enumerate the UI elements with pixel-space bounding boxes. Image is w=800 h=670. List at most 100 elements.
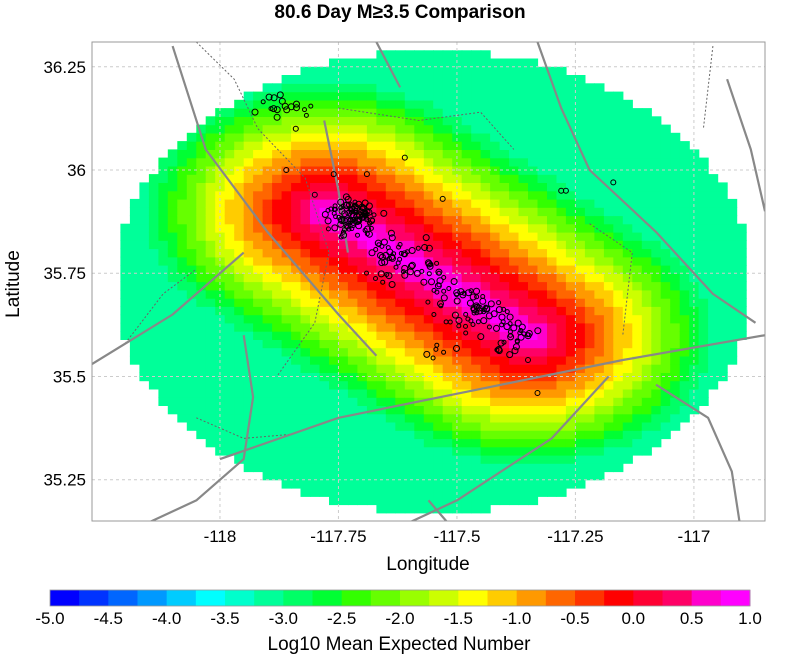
heatmap-cell (679, 388, 690, 398)
heatmap-cell (679, 314, 690, 324)
boundary-line (196, 417, 292, 439)
heatmap-cell (414, 289, 425, 299)
heatmap-cell (528, 182, 539, 192)
heatmap-cell (139, 231, 150, 241)
heatmap-cell (120, 273, 131, 283)
heatmap-cell (670, 331, 681, 340)
earthquake-marker (388, 281, 396, 288)
heatmap-cell (357, 413, 368, 423)
heatmap-cell (461, 273, 472, 283)
heatmap-cell (338, 265, 349, 274)
heatmap-cell (385, 248, 396, 258)
heatmap-cell (414, 347, 425, 357)
heatmap (120, 50, 747, 514)
heatmap-cell (395, 108, 406, 117)
heatmap-cell (167, 157, 178, 167)
heatmap-cell (698, 182, 709, 192)
heatmap-cell (565, 446, 576, 456)
heatmap-cell (234, 446, 245, 456)
heatmap-cell (376, 198, 387, 208)
heatmap-cell (347, 438, 358, 448)
heatmap-cell (423, 405, 434, 415)
heatmap-cell (603, 174, 614, 183)
heatmap-cell (281, 364, 292, 373)
heatmap-cell (575, 124, 586, 134)
heatmap-cell (129, 298, 140, 307)
heatmap-cell (632, 149, 643, 159)
heatmap-cell (499, 91, 510, 101)
heatmap-cell (613, 306, 624, 316)
heatmap-cell (310, 116, 321, 126)
heatmap-cell (603, 438, 614, 448)
heatmap-cell (300, 231, 311, 241)
earthquake-marker (378, 253, 386, 261)
heatmap-cell (281, 157, 292, 167)
heatmap-cell (499, 430, 510, 440)
heatmap-cell (622, 124, 633, 134)
heatmap-cell (556, 207, 567, 217)
earthquake-marker (480, 317, 488, 325)
heatmap-cell (129, 322, 140, 332)
heatmap-cell (727, 298, 738, 307)
heatmap-cell (442, 397, 453, 406)
heatmap-cell (291, 83, 302, 93)
heatmap-cell (575, 190, 586, 200)
heatmap-cell (575, 108, 586, 117)
heatmap-cell (480, 240, 491, 250)
heatmap-cell (670, 149, 681, 159)
heatmap-cell (272, 421, 283, 431)
heatmap-cell (632, 314, 643, 324)
heatmap-cell (395, 132, 406, 142)
heatmap-cell (253, 165, 264, 175)
colorbar-swatch (720, 590, 751, 606)
heatmap-cell (234, 347, 245, 357)
heatmap-cell (129, 207, 140, 217)
heatmap-cell (310, 364, 321, 373)
heatmap-cell (215, 240, 226, 250)
heatmap-cell (480, 207, 491, 217)
heatmap-cell (215, 124, 226, 134)
heatmap-cell (224, 108, 235, 117)
heatmap-cell (404, 388, 415, 398)
heatmap-cell (167, 405, 178, 415)
heatmap-cell (594, 314, 605, 324)
heatmap-cell (423, 463, 434, 473)
heatmap-cell (234, 430, 245, 440)
earthquake-marker (393, 264, 399, 270)
heatmap-cell (565, 421, 576, 431)
heatmap-cell (167, 397, 178, 406)
earthquake-marker (436, 277, 444, 285)
heatmap-cell (234, 339, 245, 349)
heatmap-cell (717, 273, 728, 283)
heatmap-cell (632, 141, 643, 150)
heatmap-cell (603, 116, 614, 126)
heatmap-cell (338, 471, 349, 481)
heatmap-cell (404, 488, 415, 497)
heatmap-cell (736, 331, 747, 340)
heatmap-cell (291, 479, 302, 489)
heatmap-cell (736, 231, 747, 241)
heatmap-cell (310, 99, 321, 109)
heatmap-cell (224, 198, 235, 208)
heatmap-cell (537, 116, 548, 126)
heatmap-cell (177, 413, 188, 423)
heatmap-cell (310, 397, 321, 406)
heatmap-cell (120, 248, 131, 258)
heatmap-cell (442, 388, 453, 398)
heatmap-cell (698, 380, 709, 390)
heatmap-cell (613, 124, 624, 134)
heatmap-cell (499, 438, 510, 448)
heatmap-cell (575, 463, 586, 473)
heatmap-cell (310, 479, 321, 489)
heatmap-cell (670, 355, 681, 365)
heatmap-cell (395, 339, 406, 349)
heatmap-cell (499, 75, 510, 84)
heatmap-cell (528, 207, 539, 217)
heatmap-cell (575, 182, 586, 192)
heatmap-cell (423, 364, 434, 373)
heatmap-cell (613, 265, 624, 274)
earthquake-marker (398, 250, 404, 256)
earthquake-marker (466, 299, 474, 307)
heatmap-cell (319, 223, 330, 233)
heatmap-cell (395, 231, 406, 241)
